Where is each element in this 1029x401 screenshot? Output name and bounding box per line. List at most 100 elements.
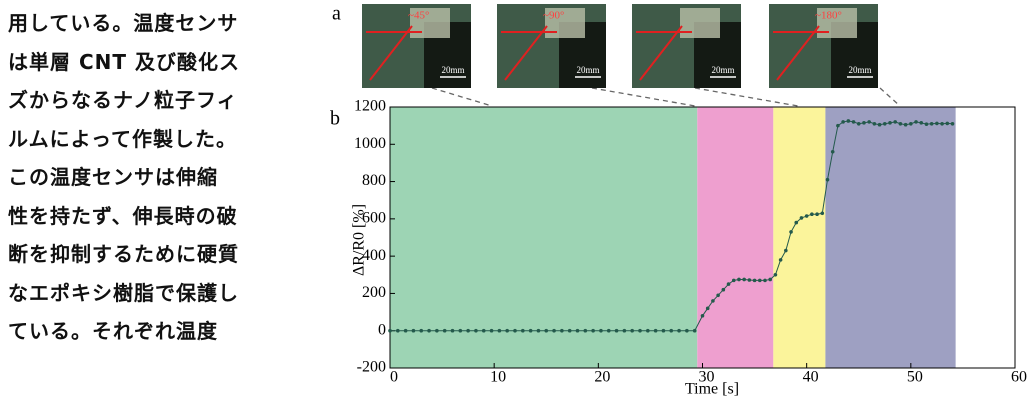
data-point [862, 121, 866, 125]
region [697, 107, 774, 368]
data-point [505, 328, 509, 333]
text-line: この温度センサは伸縮 [8, 165, 218, 189]
x-tick-label: 0 [390, 369, 398, 386]
data-point [773, 272, 778, 277]
data-point [419, 328, 424, 333]
data-point [836, 123, 840, 128]
scale-label: 20mm [711, 65, 734, 75]
data-point [606, 328, 611, 333]
data-point [583, 328, 588, 333]
y-axis-label: ΔR/R0 [%] [351, 204, 368, 276]
data-point [830, 149, 835, 154]
x-tick-label: 40 [803, 369, 819, 386]
data-point [950, 121, 955, 126]
photo-marker [369, 25, 413, 81]
text-line: ている。それぞれ温度 [8, 319, 218, 343]
data-point [815, 212, 819, 216]
data-point [705, 306, 710, 311]
data-point [763, 278, 767, 283]
x-axis-label: Time [s] [685, 381, 739, 398]
data-point [768, 277, 773, 282]
scale-label: 20mm [441, 65, 464, 75]
data-point [757, 278, 762, 283]
x-tick-label: 30 [699, 369, 715, 386]
data-point [742, 277, 746, 282]
y-tick-label: 200 [362, 284, 386, 301]
data-point [909, 121, 913, 126]
data-point [731, 278, 736, 283]
data-point [898, 121, 903, 126]
data-point [692, 328, 697, 333]
data-point [411, 328, 416, 333]
region [390, 107, 698, 368]
data-point [935, 121, 939, 126]
data-point [458, 328, 463, 333]
text-line: 用している。温度センサ [8, 11, 239, 35]
y-tick-label: 0 [378, 321, 386, 338]
data-point [924, 122, 929, 126]
panel-label: a [332, 3, 341, 25]
data-point [497, 328, 502, 333]
data-point [560, 328, 564, 333]
data-point [914, 120, 918, 124]
photo: ~90° 20mm [497, 4, 606, 88]
data-point [872, 121, 877, 126]
y-tick-label: 1000 [354, 135, 386, 152]
y-tick-label: 1200 [354, 98, 386, 115]
data-point [661, 328, 666, 333]
x-tick-label: 10 [490, 369, 506, 386]
data-point [677, 328, 681, 333]
data-point [450, 328, 455, 333]
text-line: は単層 CNT 及び酸化ス [8, 49, 240, 74]
data-point [882, 121, 887, 126]
data-point [552, 328, 556, 333]
connectors [431, 87, 901, 107]
x-tick-label: 50 [907, 369, 923, 386]
angle-label: ~90° [543, 10, 564, 22]
angle-label: ~180° [815, 10, 842, 22]
data-point [466, 328, 470, 333]
photo: 20mm [632, 4, 741, 88]
data-point [752, 278, 757, 283]
data-point [903, 122, 908, 127]
data-point [481, 328, 486, 333]
data-point [867, 120, 871, 124]
data-point [919, 121, 924, 125]
data-point [721, 287, 726, 292]
data-point [716, 293, 720, 298]
text-line: ルムによって作製した。 [8, 126, 237, 151]
y-tick-label: 600 [362, 210, 386, 227]
data-point [799, 216, 804, 220]
data-point [804, 214, 809, 218]
text-line: 断を抑制するために硬質 [8, 242, 239, 266]
data-point [825, 177, 830, 182]
text-line: なエポキシ樹脂で保護し [8, 280, 239, 305]
text-line: ズからなるナノ粒子フィ [8, 88, 238, 112]
data-point [669, 328, 674, 333]
photo: ~45° 20mm [362, 4, 471, 88]
data-point [747, 278, 752, 282]
photo-film [680, 8, 720, 38]
data-point [388, 328, 392, 333]
x-tick-label: 60 [1011, 369, 1027, 386]
data-point [489, 328, 494, 333]
photo: ~180° 20mm [769, 4, 878, 88]
photo-marker [504, 25, 548, 81]
data-point [442, 328, 447, 333]
data-point [513, 328, 517, 333]
region [825, 107, 956, 368]
scale-label: 20mm [576, 65, 599, 75]
data-point [567, 328, 572, 333]
data-point [427, 328, 431, 333]
data-point [528, 328, 533, 333]
data-point [653, 328, 658, 333]
data-point [851, 120, 856, 124]
data-point [778, 258, 783, 262]
data-point [638, 328, 642, 333]
angle-label: ~45° [408, 10, 429, 22]
data-point [893, 120, 898, 124]
data-point [575, 328, 580, 333]
region [773, 107, 826, 368]
